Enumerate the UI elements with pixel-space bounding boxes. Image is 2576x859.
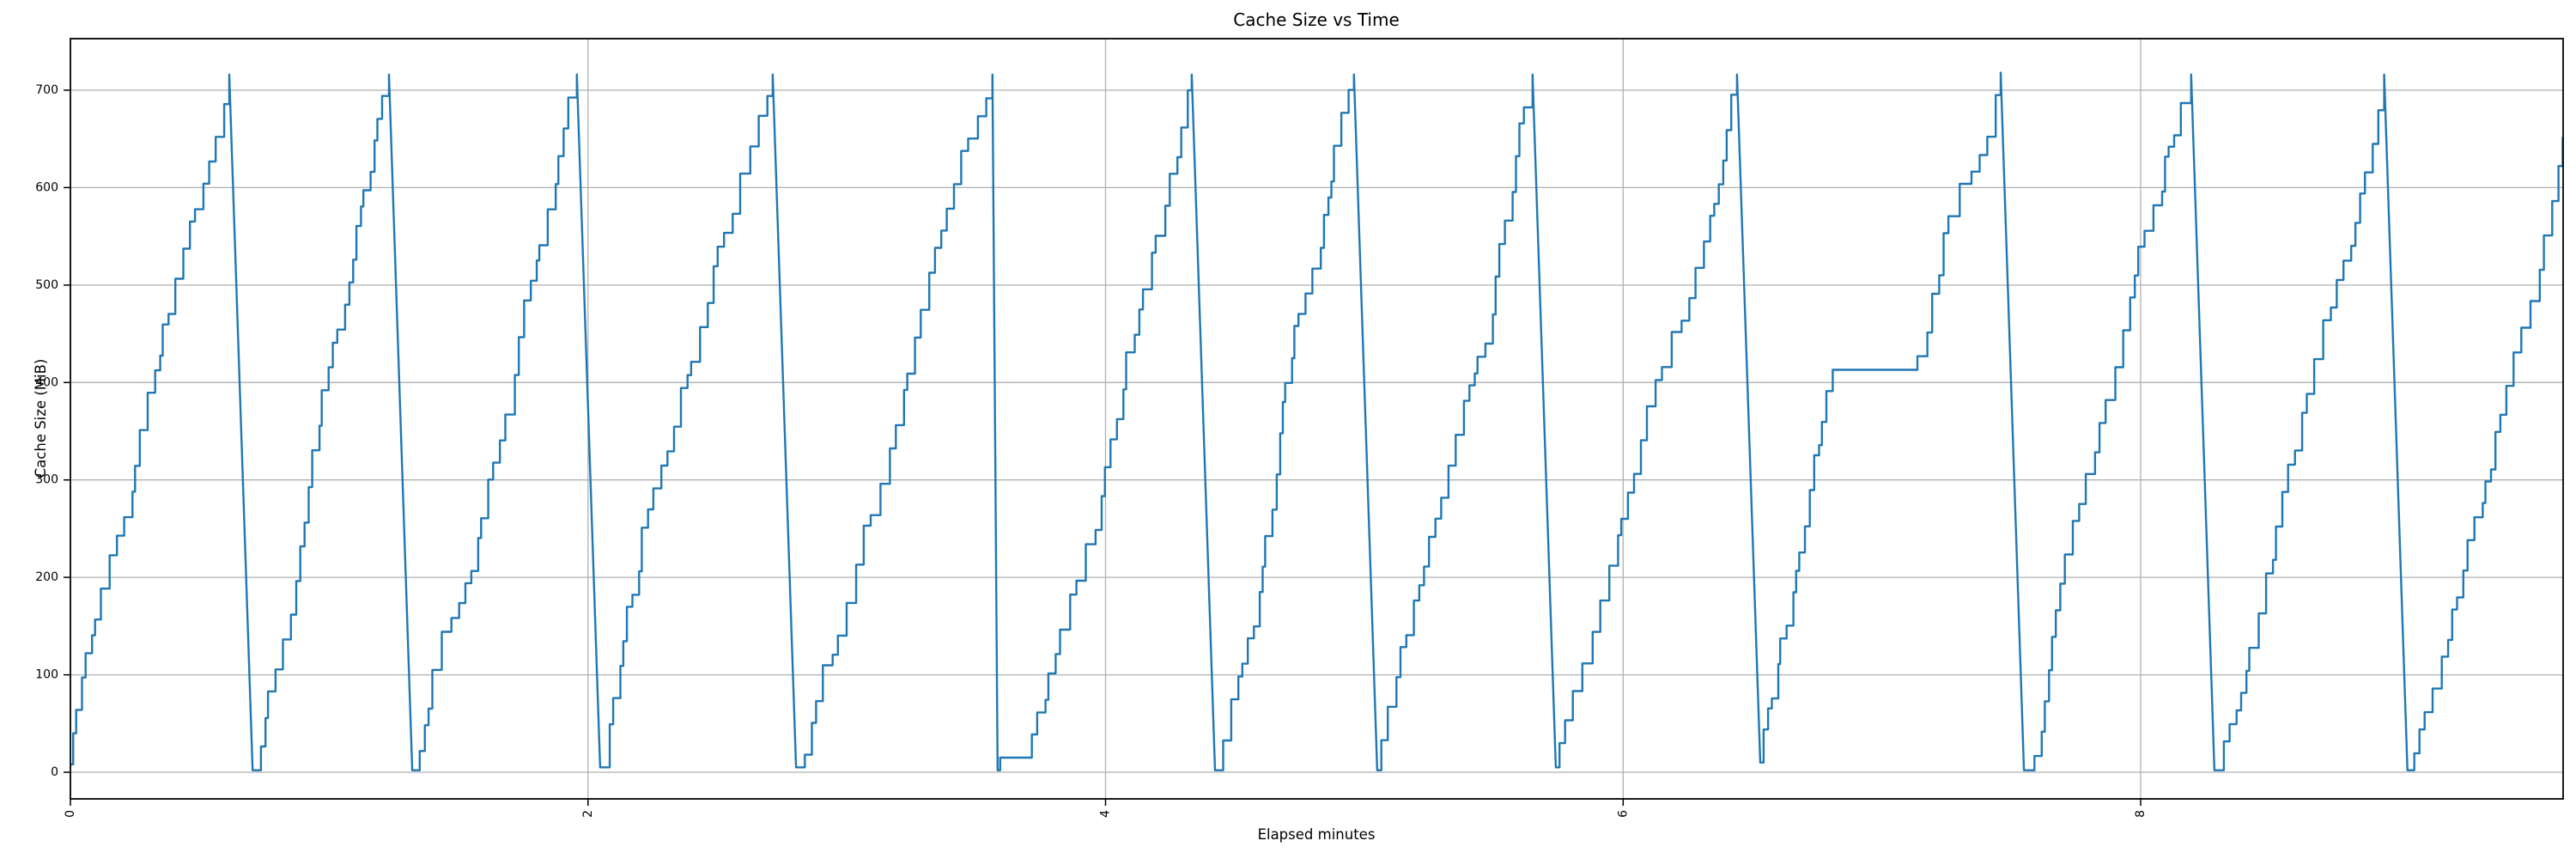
y-tick-label: 500 bbox=[35, 278, 58, 292]
x-axis-title: Elapsed minutes bbox=[1258, 826, 1376, 843]
series-layer bbox=[70, 71, 2564, 771]
y-tick-label: 600 bbox=[35, 180, 58, 194]
y-tick-label: 400 bbox=[35, 375, 58, 389]
y-tick-label: 300 bbox=[35, 473, 58, 487]
y-tick-label: 200 bbox=[35, 570, 58, 584]
x-tick-label: 4 bbox=[1099, 810, 1113, 818]
y-tick-label: 700 bbox=[35, 83, 58, 97]
x-tick-label: 8 bbox=[2134, 810, 2148, 818]
y-axis-title: Cache Size (MiB) bbox=[33, 359, 49, 478]
x-tick-label: 6 bbox=[1616, 810, 1630, 818]
tick-label-layer: 0 100 200 300 400 500 600 700 0 2 4 6 8 bbox=[35, 83, 2148, 818]
y-tick-label: 100 bbox=[35, 668, 58, 682]
grid-layer bbox=[70, 39, 2563, 799]
y-tick-label: 0 bbox=[51, 765, 58, 779]
chart-title: Cache Size vs Time bbox=[1233, 9, 1400, 30]
tick-layer bbox=[64, 89, 2142, 806]
plot-border bbox=[70, 38, 2564, 800]
x-tick-label: 0 bbox=[64, 810, 77, 818]
x-tick-label: 2 bbox=[581, 810, 595, 818]
cache-size-line bbox=[70, 71, 2564, 771]
